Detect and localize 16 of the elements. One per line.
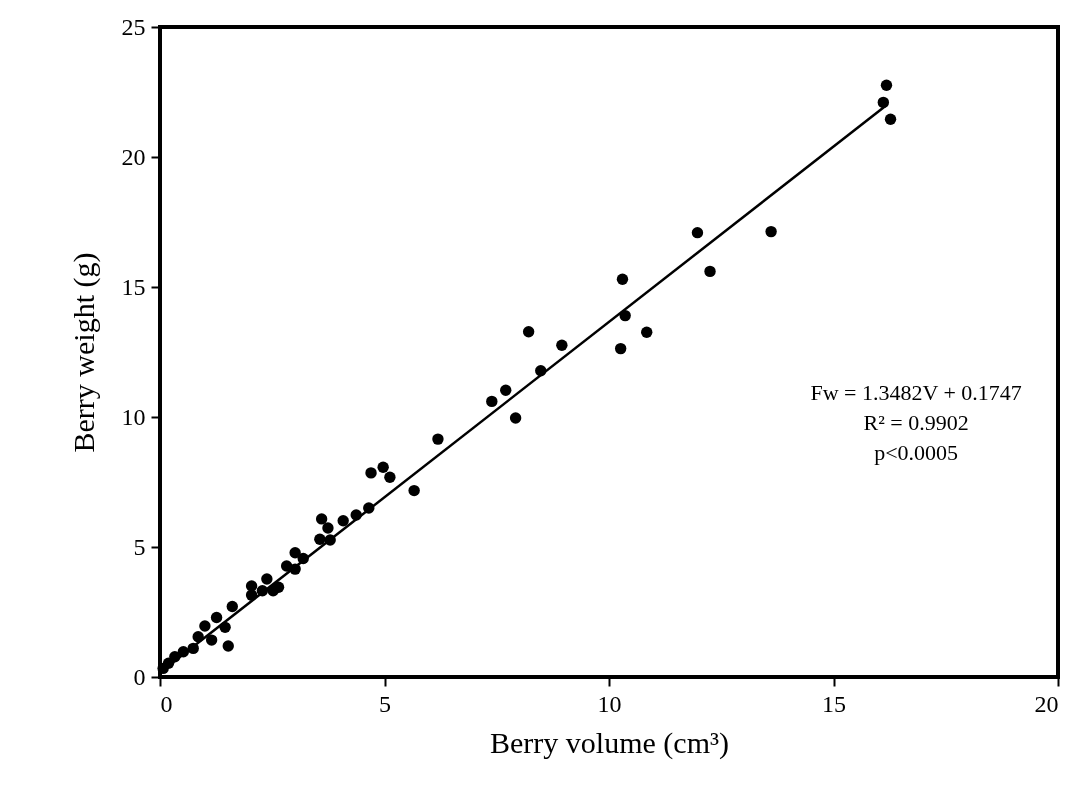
x-axis-title: Berry volume (cm³) — [490, 725, 729, 760]
y-tick-label: 0 — [133, 663, 146, 690]
annotation: p<0.0005 — [874, 439, 959, 465]
x-tick-label: 0 — [160, 690, 173, 717]
x-tick-label: 10 — [597, 690, 622, 717]
annotation: R² = 0.9902 — [863, 409, 969, 435]
y-axis-title: Berry weight (g) — [66, 252, 101, 453]
y-tick-label: 15 — [121, 273, 146, 300]
y-tick-label: 10 — [121, 403, 146, 430]
y-tick-label: 20 — [121, 143, 146, 170]
y-tick-label: 5 — [133, 533, 146, 560]
x-tick-label: 15 — [822, 690, 846, 717]
x-tick-label: 5 — [379, 690, 391, 717]
x-tick-label: 20 — [1034, 690, 1059, 717]
y-tick-label: 25 — [121, 13, 146, 40]
annotation: Fw = 1.3482V + 0.1747 — [810, 379, 1022, 405]
